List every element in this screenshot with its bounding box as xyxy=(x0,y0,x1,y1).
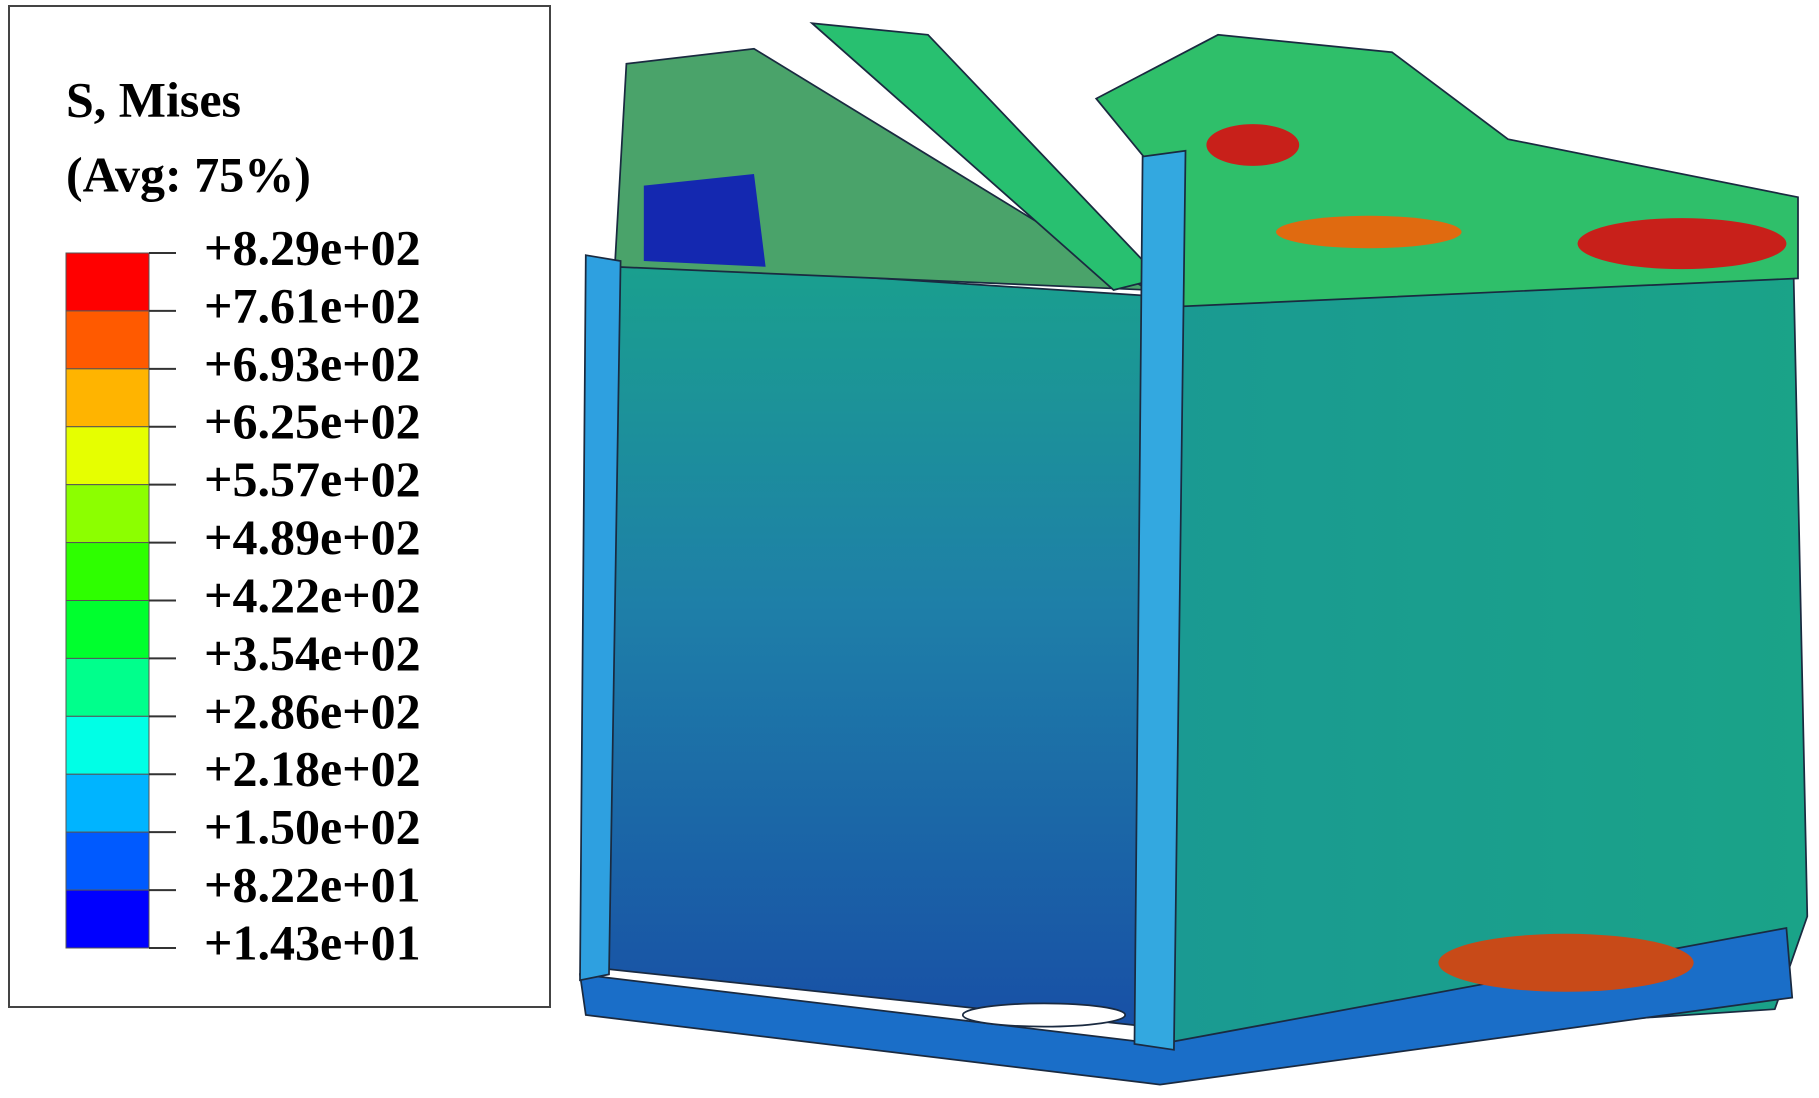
legend-label: +2.18e+02 xyxy=(204,741,421,797)
legend-label: +3.54e+02 xyxy=(204,625,421,681)
legend-label: +4.89e+02 xyxy=(204,509,421,565)
color-band xyxy=(65,831,150,891)
color-band xyxy=(65,657,150,717)
legend-label: +1.50e+02 xyxy=(204,799,421,855)
low-stress-zone xyxy=(643,174,766,267)
legend-title: S, Mises xyxy=(66,71,241,127)
color-band xyxy=(65,310,150,370)
color-band xyxy=(65,252,150,312)
right-face xyxy=(1159,207,1809,1051)
color-band xyxy=(65,542,150,601)
legend-label: +2.86e+02 xyxy=(204,683,421,739)
legend-label: +5.57e+02 xyxy=(204,451,421,507)
stress-spot xyxy=(1438,933,1694,992)
legend-label: +8.22e+01 xyxy=(204,857,421,913)
color-band xyxy=(65,715,150,775)
legend-label: +1.43e+01 xyxy=(204,914,421,970)
color-band xyxy=(65,426,150,486)
legend-label: +6.93e+02 xyxy=(204,335,421,391)
legend-label: +6.25e+02 xyxy=(204,393,421,449)
left-inner-face xyxy=(602,260,1150,1028)
legend-label: +4.22e+02 xyxy=(204,567,421,623)
legend-label: +7.61e+02 xyxy=(204,277,421,333)
stress-spot xyxy=(1206,124,1300,166)
stress-spot xyxy=(1577,218,1787,270)
legend-subtitle: (Avg: 75%) xyxy=(66,146,311,202)
color-band xyxy=(65,368,150,428)
color-band xyxy=(65,600,150,659)
stress-spot xyxy=(1276,215,1462,249)
middle-flange xyxy=(1133,149,1187,1051)
color-band xyxy=(65,773,150,833)
fea-model xyxy=(578,22,1809,1086)
hole xyxy=(961,1002,1127,1028)
legend-label: +8.29e+02 xyxy=(204,219,421,275)
color-bar: +8.29e+02+7.61e+02+6.93e+02+6.25e+02+5.5… xyxy=(65,219,421,970)
color-band xyxy=(65,889,150,949)
color-band xyxy=(65,484,150,544)
left-flange xyxy=(579,254,622,982)
